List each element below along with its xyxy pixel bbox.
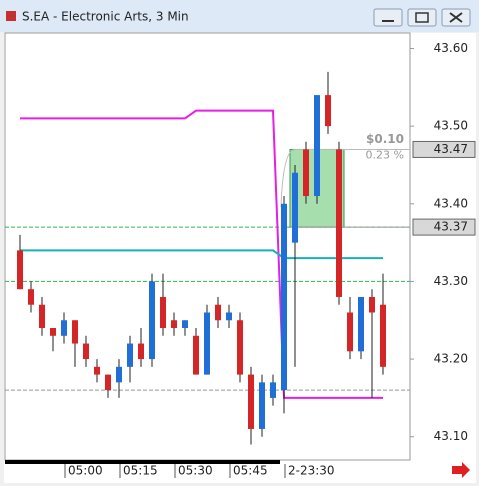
candle-body [17, 250, 23, 290]
candle-body [325, 95, 331, 127]
candle-body [270, 382, 276, 398]
price-tag [412, 218, 476, 236]
candle-body [314, 95, 320, 197]
x-tick-label: 2-23:30 [288, 464, 335, 478]
x-tick-label: 05:15 [123, 464, 158, 478]
trade-percent: 0.23 % [366, 148, 404, 161]
candle-body [94, 366, 100, 375]
y-tick-label: 43.10 [434, 429, 468, 443]
candle-body [215, 304, 221, 321]
candle-body [72, 320, 78, 344]
candle-body [369, 296, 375, 313]
candle-body [303, 149, 309, 197]
candle-body [171, 320, 177, 329]
trade-curve [280, 148, 410, 208]
scroll-arrow[interactable] [452, 462, 470, 478]
candle-body [105, 374, 111, 391]
app-icon [6, 11, 16, 21]
trade-profit: $0.10 [366, 132, 404, 146]
candle-body [380, 304, 386, 367]
close-glyph [449, 12, 463, 23]
candle-body [281, 203, 287, 391]
price-tag-label: 43.37 [434, 220, 468, 234]
scroll-bar [5, 460, 280, 464]
minimize-button[interactable] [373, 8, 403, 27]
candle-body [149, 281, 155, 360]
indicator-line [20, 109, 383, 399]
candle-body [292, 172, 298, 243]
candle-body [160, 296, 166, 329]
candle-body [259, 382, 265, 429]
x-tick-label: 05:45 [233, 464, 268, 478]
x-tick-label: 05:30 [178, 464, 213, 478]
candle-body [336, 149, 342, 297]
candle-body [50, 328, 56, 336]
plot-frame [4, 32, 411, 461]
candle-body [28, 289, 34, 305]
candle-body [358, 296, 364, 352]
x-tick-label: 05:00 [68, 464, 103, 478]
window-title: S.EA - Electronic Arts, 3 Min [22, 10, 189, 24]
candle-body [61, 320, 67, 336]
price-tag [412, 140, 476, 158]
y-tick-label: 43.20 [434, 352, 468, 366]
candle-body [204, 312, 210, 375]
candle-body [237, 320, 243, 375]
candle-body [347, 312, 353, 352]
candle-body [226, 312, 232, 321]
candle-body [116, 366, 122, 383]
candle-body [83, 343, 89, 360]
candle-body [138, 343, 144, 360]
candle-body [127, 343, 133, 367]
candle-body [248, 374, 254, 429]
y-tick-label: 43.40 [434, 196, 468, 210]
candle-body [182, 320, 188, 329]
y-tick-label: 43.60 [434, 41, 468, 55]
price-tag-label: 43.47 [434, 142, 468, 156]
candle-body [193, 335, 199, 375]
candle-body [39, 304, 45, 329]
maximize-glyph [415, 12, 429, 23]
y-tick-label: 43.50 [434, 119, 468, 133]
y-tick-label: 43.30 [434, 274, 468, 288]
indicator-line [20, 249, 383, 260]
maximize-button[interactable] [407, 8, 437, 27]
